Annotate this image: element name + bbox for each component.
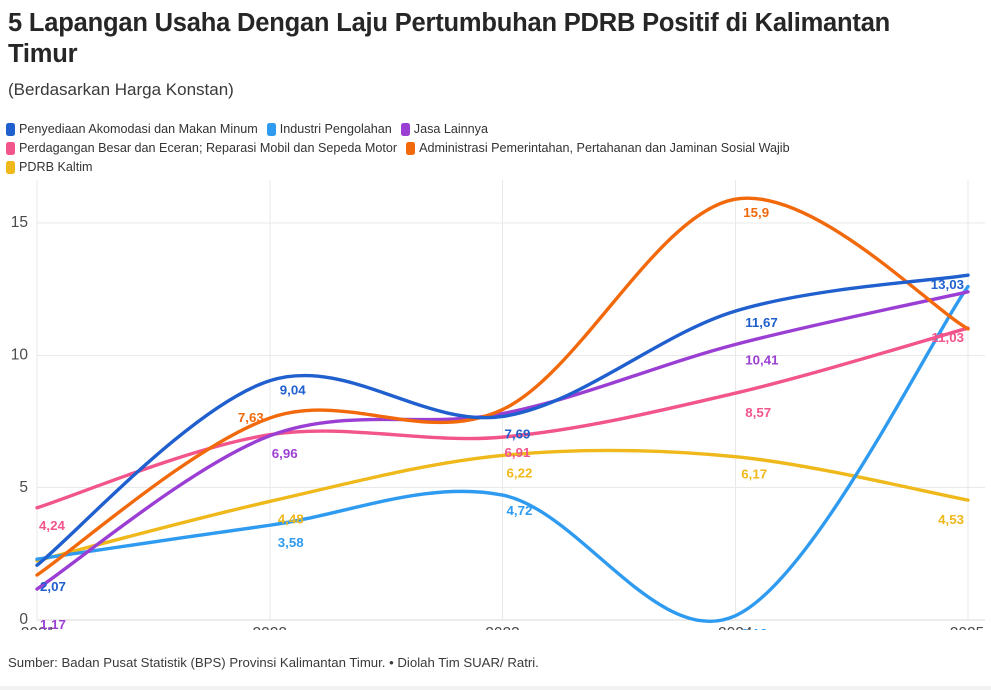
x-axis-tick-label: 2024: [718, 625, 753, 630]
data-point-label: 8,57: [745, 405, 771, 420]
series-line: [35, 273, 970, 567]
legend-item-label: Industri Pengolahan: [279, 122, 392, 136]
legend-row: PDRB Kaltim: [6, 158, 986, 177]
data-point-label: 4,72: [507, 503, 533, 518]
series-line: [35, 326, 970, 510]
data-point-label: 4,24: [39, 518, 65, 533]
x-axis-tick-label: 2021: [21, 625, 55, 630]
legend-item-label: PDRB Kaltim: [19, 160, 93, 174]
legend-swatch-icon: [6, 142, 15, 155]
series-line: [35, 290, 970, 591]
data-point-label: 4,53: [938, 512, 964, 527]
legend-item[interactable]: Penyediaan Akomodasi dan Makan Minum: [6, 120, 258, 139]
bottom-rule: [0, 686, 991, 690]
y-axis-tick-label: 10: [11, 346, 29, 363]
data-point-label: 15,9: [743, 205, 769, 220]
data-point-label: 2,07: [40, 579, 66, 594]
data-point-label: 4,48: [278, 511, 304, 526]
legend-item[interactable]: Industri Pengolahan: [266, 120, 392, 139]
data-point-label: 7,63: [238, 410, 264, 425]
legend-item-label: Perdagangan Besar dan Eceran; Reparasi M…: [19, 141, 398, 155]
data-point-label: 6,91: [505, 445, 531, 460]
legend-item-label: Jasa Lainnya: [413, 122, 488, 136]
x-axis-tick-label: 2025: [950, 625, 984, 630]
y-axis-tick-label: 15: [11, 214, 28, 231]
legend-swatch-icon: [266, 123, 276, 136]
legend-row: Perdagangan Besar dan Eceran; Reparasi M…: [6, 139, 986, 158]
chart-legend: Penyediaan Akomodasi dan Makan Minum Indu…: [6, 120, 986, 177]
x-axis-tick-label: 2022: [253, 625, 287, 630]
chart-plot-area: 0 5 10 15 2021 2022 2023 2024 2025 2,07 9,04 7,69 11…: [0, 180, 991, 630]
y-axis-tick-label: 5: [19, 479, 28, 496]
legend-swatch-icon: [6, 123, 15, 136]
data-point-label: 10,41: [745, 352, 779, 367]
legend-swatch-icon: [406, 142, 416, 155]
y-axis-tick-label: 0: [19, 611, 28, 628]
data-point-label: 3,58: [278, 535, 304, 550]
legend-item[interactable]: Administrasi Pemerintahan, Pertahanan da…: [406, 139, 790, 158]
series-line: [35, 196, 970, 577]
legend-item[interactable]: PDRB Kaltim: [6, 158, 92, 177]
line-chart: 0 5 10 15 2021 2022 2023 2024 2025 2,07 9,04 7,69 11…: [11, 180, 985, 630]
legend-item-label: Penyediaan Akomodasi dan Makan Minum: [19, 122, 258, 136]
legend-swatch-icon: [6, 161, 15, 174]
chart-source-note: Sumber: Badan Pusat Statistik (BPS) Prov…: [8, 655, 539, 670]
data-point-label: 6,22: [507, 465, 533, 480]
data-point-label: 6,17: [741, 467, 767, 482]
data-point-label: 11,67: [745, 315, 778, 330]
legend-row: Penyediaan Akomodasi dan Makan Minum Indu…: [6, 120, 986, 139]
data-point-label: 7,69: [505, 426, 531, 441]
legend-item[interactable]: Perdagangan Besar dan Eceran; Reparasi M…: [6, 139, 397, 158]
page-subtitle: (Berdasarkan Harga Konstan): [8, 80, 234, 99]
series-line: [35, 448, 970, 563]
legend-swatch-icon: [400, 123, 410, 136]
data-point-label: 0,16: [741, 626, 767, 630]
data-point-label: 11,03: [931, 330, 964, 345]
data-point-label: 9,04: [280, 383, 306, 398]
page-title: 5 Lapangan Usaha Dengan Laju Pertumbuhan…: [8, 9, 891, 69]
data-point-label: 13,03: [931, 277, 964, 292]
legend-item-label: Administrasi Pemerintahan, Pertahanan da…: [419, 141, 790, 155]
data-point-label: 1,17: [40, 617, 66, 630]
data-point-label: 6,96: [272, 446, 298, 461]
series-line: [35, 284, 970, 623]
x-axis-tick-label: 2023: [485, 625, 519, 630]
legend-item[interactable]: Jasa Lainnya: [400, 120, 488, 139]
